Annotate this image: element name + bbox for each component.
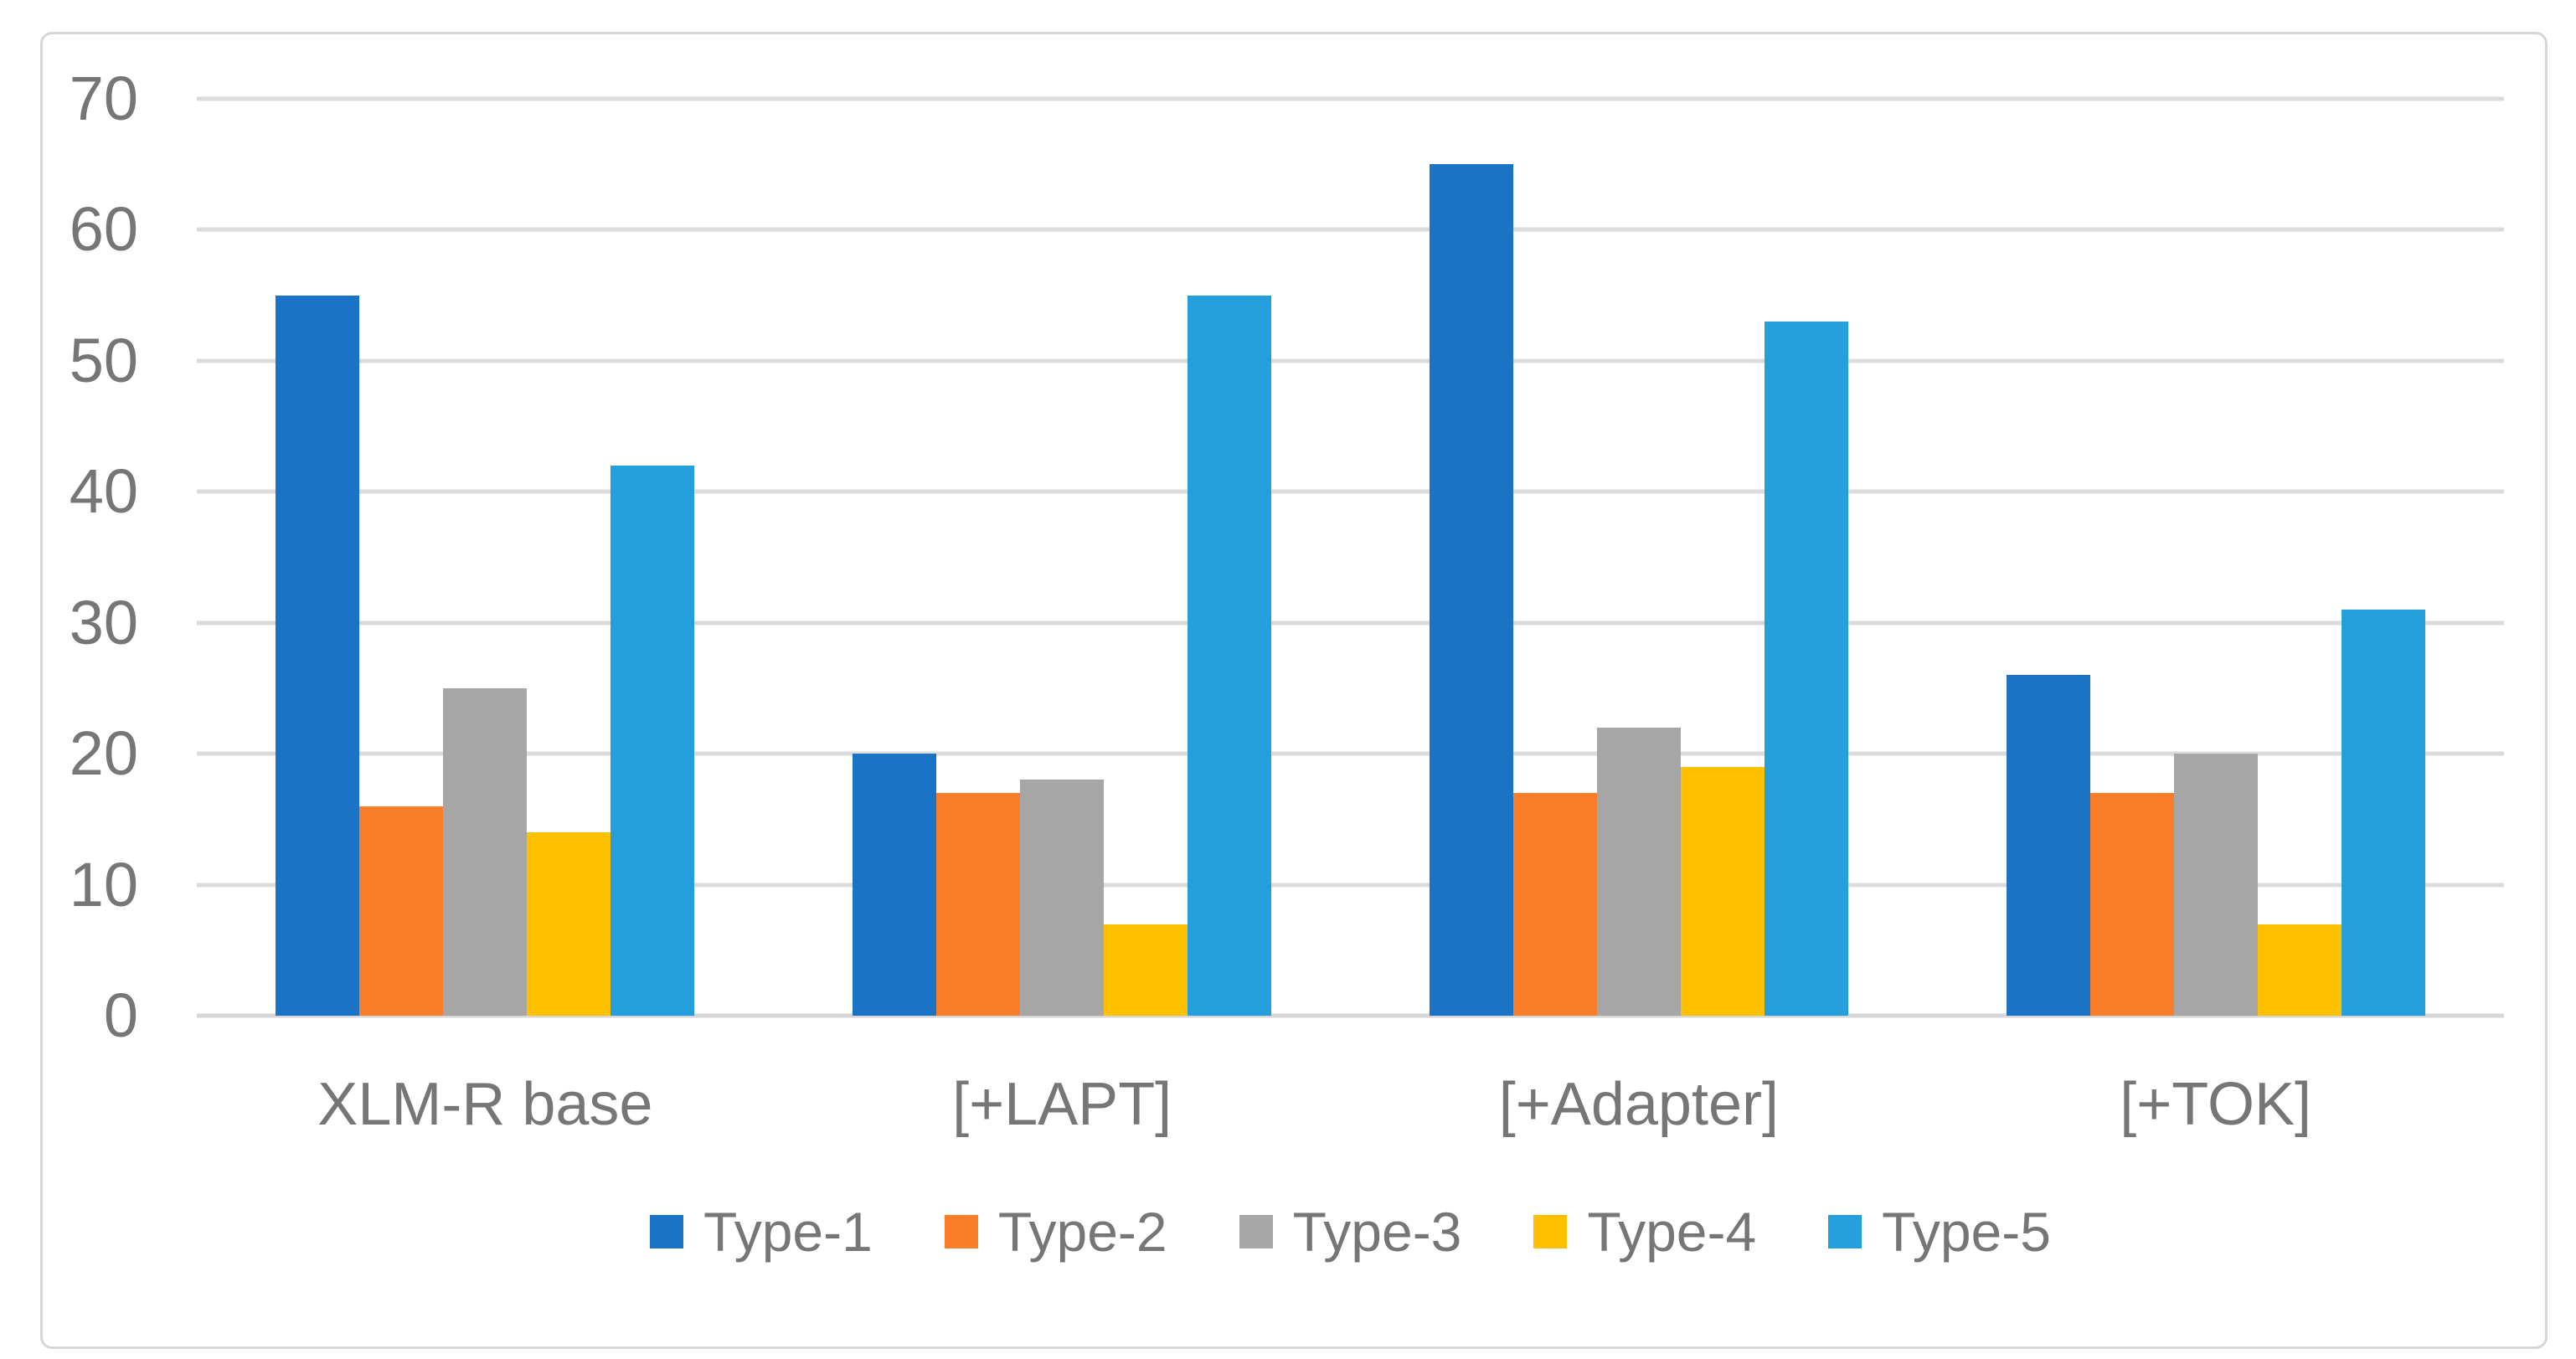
bar-type-3-xlm-r-base (443, 687, 528, 1016)
legend-label-type-3: Type-3 (1292, 1201, 1462, 1263)
legend-label-type-1: Type-1 (703, 1201, 873, 1263)
legend-item-type-4: Type-4 (1533, 1204, 1756, 1259)
bar-type-5-xlm-r-base (611, 466, 695, 1016)
y-tick-label-30: 30 (69, 587, 138, 657)
x-category-label-xlm-r-base: XLM-R base (317, 1071, 653, 1138)
bar-type-4-adapter (1680, 766, 1765, 1016)
bar-type-2-tok (2089, 793, 2174, 1016)
legend-swatch-type-1 (650, 1215, 684, 1248)
bar-type-4-xlm-r-base (527, 832, 611, 1016)
bar-type-1-adapter (1429, 164, 1513, 1016)
gridline-20 (197, 751, 2504, 756)
bar-type-3-tok (2173, 754, 2258, 1016)
x-axis-line (197, 1013, 2504, 1018)
legend-swatch-type-3 (1239, 1215, 1273, 1248)
y-tick-label-0: 0 (103, 981, 138, 1050)
y-tick-label-50: 50 (69, 325, 138, 395)
y-tick-label-70: 70 (69, 64, 138, 133)
bar-type-2-lapt (936, 793, 1021, 1016)
gridline-10 (197, 883, 2504, 888)
legend-item-type-2: Type-2 (944, 1201, 1167, 1263)
y-tick-label-40: 40 (69, 456, 138, 527)
legend-item-type-3: Type-3 (1239, 1201, 1462, 1263)
bar-type-4-lapt (1104, 924, 1188, 1016)
gridline-30 (197, 620, 2504, 625)
legend-item-type-5: Type-5 (1828, 1204, 2051, 1259)
y-tick-label-10: 10 (69, 849, 138, 919)
bar-type-3-adapter (1596, 727, 1681, 1016)
x-category-label-lapt: [+LAPT] (952, 1071, 1172, 1138)
bar-type-2-adapter (1512, 793, 1597, 1016)
legend-label-type-4: Type-4 (1587, 1201, 1757, 1263)
legend-swatch-type-2 (944, 1215, 978, 1248)
bar-type-3-lapt (1020, 780, 1105, 1016)
gridline-40 (197, 489, 2504, 494)
bar-type-4-tok (2257, 924, 2342, 1016)
bar-type-5-adapter (1764, 321, 1848, 1016)
legend-swatch-type-4 (1533, 1215, 1568, 1248)
bar-type-5-tok (2341, 610, 2425, 1016)
y-tick-label-60: 60 (69, 194, 138, 265)
bar-type-1-lapt (853, 754, 937, 1016)
gridline-70 (197, 96, 2504, 101)
legend-label-type-2: Type-2 (997, 1201, 1167, 1263)
bar-type-1-tok (2006, 675, 2090, 1016)
bar-type-5-lapt (1188, 295, 1272, 1016)
gridline-50 (197, 358, 2504, 363)
legend: Type-1 Type-2 Type-3 Type-4 Type-5 (197, 1204, 2504, 1259)
y-tick-label-20: 20 (69, 718, 138, 789)
bar-type-2-xlm-r-base (359, 806, 444, 1016)
legend-item-type-1: Type-1 (650, 1204, 873, 1259)
x-category-label-adapter: [+Adapter] (1498, 1071, 1779, 1138)
gridline-60 (197, 227, 2504, 232)
legend-label-type-5: Type-5 (1882, 1201, 2051, 1263)
x-category-label-tok: [+TOK] (2120, 1071, 2312, 1138)
bar-type-1-xlm-r-base (276, 295, 360, 1016)
legend-swatch-type-5 (1828, 1215, 1862, 1248)
